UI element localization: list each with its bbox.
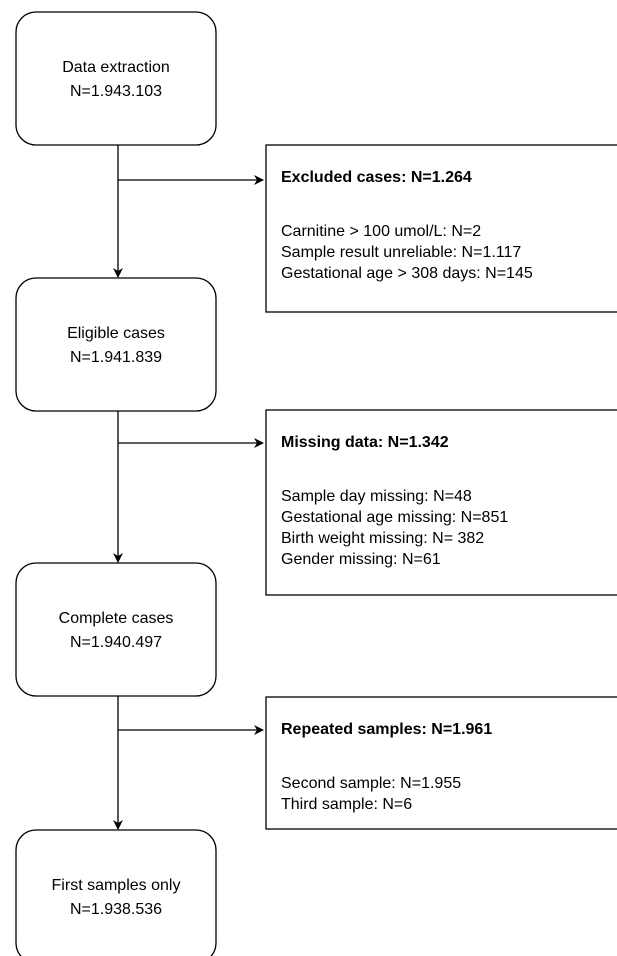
exclusion-frame: [265, 696, 617, 830]
exclusion-item: Gestational age missing: N=851: [281, 509, 508, 526]
process-node: Data extraction N=1.943.103: [15, 11, 217, 146]
exclusion-title: Excluded cases: N=1.264: [281, 169, 472, 186]
process-node: Eligible cases N=1.941.839: [15, 277, 217, 412]
exclusion-item: Gender missing: N=61: [281, 551, 441, 568]
node-label: Eligible cases: [67, 325, 165, 342]
node-count: N=1.938.536: [70, 901, 162, 918]
process-node: Complete cases N=1.940.497: [15, 562, 217, 697]
nodes: Data extraction N=1.943.103 Eligible cases…: [15, 11, 217, 956]
process-node: First samples only N=1.938.536: [15, 829, 217, 956]
exclusion-item: Sample result unreliable: N=1.117: [281, 244, 521, 261]
exclusion-title: Repeated samples: N=1.961: [281, 721, 492, 738]
exclusion-item: Sample day missing: N=48: [281, 488, 472, 505]
exclusion-item: Gestational age > 308 days: N=145: [281, 265, 533, 282]
node-box: [15, 562, 217, 697]
exclusion-frame: [265, 144, 617, 313]
node-box: [15, 277, 217, 412]
node-count: N=1.940.497: [70, 634, 162, 651]
connectors: [113, 145, 264, 830]
exclusion-title: Missing data: N=1.342: [281, 434, 449, 451]
exclusion-frame: [265, 409, 617, 596]
exclusion-box: Repeated samples: N=1.961 Second sample: …: [265, 696, 617, 830]
node-box: [15, 11, 217, 146]
exclusion-item: Third sample: N=6: [281, 796, 412, 813]
node-count: N=1.943.103: [70, 83, 162, 100]
node-count: N=1.941.839: [70, 349, 162, 366]
exclusion-box: Missing data: N=1.342 Sample day missing:…: [265, 409, 617, 596]
exclusion-item: Birth weight missing: N= 382: [281, 530, 484, 547]
exclusion-boxes: Excluded cases: N=1.264 Carnitine > 100 u…: [265, 144, 617, 830]
node-box: [15, 829, 217, 956]
node-label: Data extraction: [62, 59, 170, 76]
exclusion-box: Excluded cases: N=1.264 Carnitine > 100 u…: [265, 144, 617, 313]
exclusion-item: Carnitine > 100 umol/L: N=2: [281, 223, 481, 240]
node-label: Complete cases: [59, 610, 174, 627]
node-label: First samples only: [52, 877, 181, 894]
exclusion-item: Second sample: N=1.955: [281, 775, 461, 792]
